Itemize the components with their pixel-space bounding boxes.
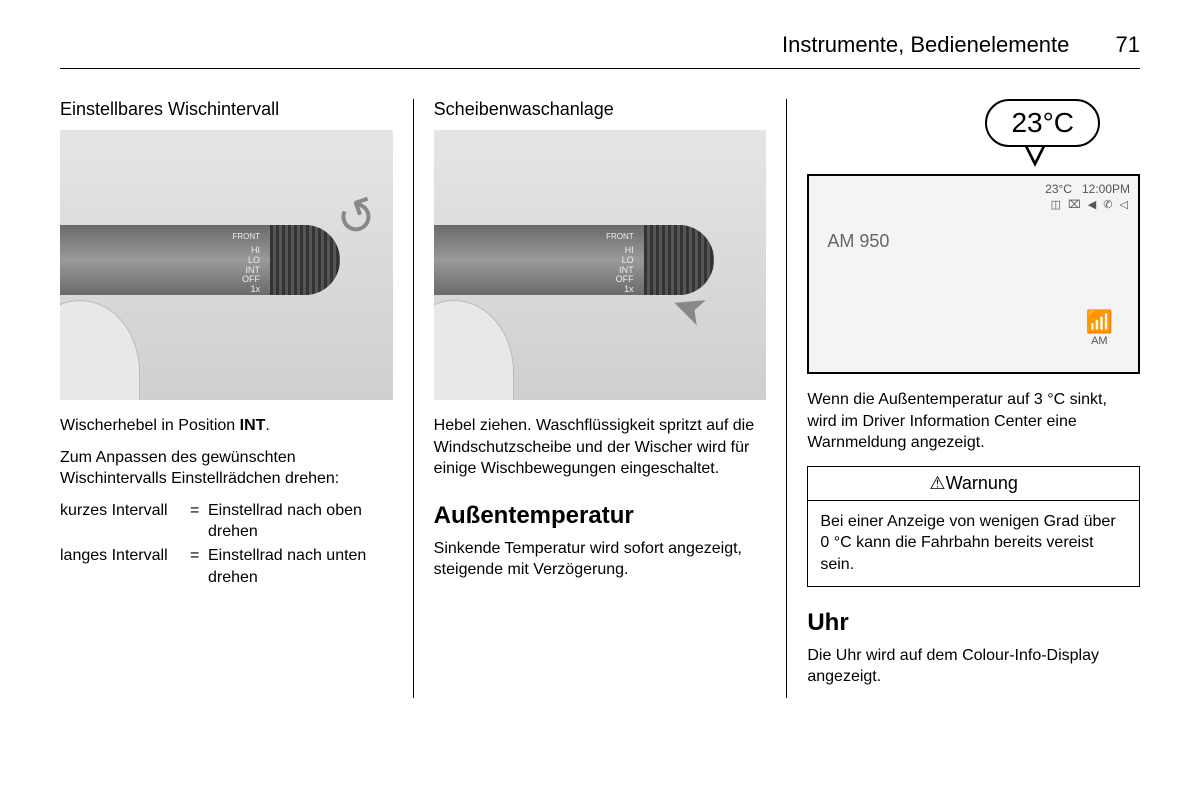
col2-p2: Sinkende Temperatur wird sofort angezeig… (434, 538, 767, 581)
col1-p1: Wischerhebel in Position INT. (60, 415, 393, 437)
stalk-labels: FRONT HI LO INT OFF 1x (232, 233, 260, 295)
figure-wiper-interval: FRONT HI LO INT OFF 1x ↻ (60, 130, 393, 400)
rotate-arrow-icon: ↻ (329, 185, 386, 251)
col3-p1: Wenn die Außentemperatur auf 3 °C sinkt,… (807, 389, 1140, 454)
page-header: Instrumente, Bedienelemente 71 (60, 32, 1140, 69)
screen-antenna: 📶 AM (1086, 309, 1113, 347)
col2-h2: Außentemperatur (434, 502, 767, 530)
column-2: Scheibenwaschanlage FRONT HI LO INT OFF … (414, 99, 788, 698)
stalk-labels-2: FRONT HI LO INT OFF 1x (606, 233, 634, 295)
column-1: Einstellbares Wischintervall FRONT HI LO… (60, 99, 414, 698)
warning-body: Bei einer Anzeige von wenigen Grad über … (808, 501, 1139, 586)
col3-p2: Die Uhr wird auf dem Colour-Info-Display… (807, 645, 1140, 688)
figure-display: 23°C 23°C 12:00PM ◫ ⌧ ◀ ✆ ◁ AM 950 📶 AM (807, 99, 1140, 374)
warning-icon: ⚠ (929, 473, 945, 493)
content-columns: Einstellbares Wischintervall FRONT HI LO… (60, 99, 1140, 698)
temperature-callout: 23°C (985, 99, 1100, 147)
interval-definition-list: kurzes Intervall = Einstellrad nach oben… (60, 500, 393, 588)
page-number: 71 (1116, 32, 1140, 58)
col1-subhead: Einstellbares Wischintervall (60, 99, 393, 120)
column-3: 23°C 23°C 12:00PM ◫ ⌧ ◀ ✆ ◁ AM 950 📶 AM … (787, 99, 1140, 698)
screen-icons: ◫ ⌧ ◀ ✆ ◁ (1051, 198, 1130, 211)
antenna-icon: 📶 (1086, 309, 1113, 335)
info-display-screen: 23°C 12:00PM ◫ ⌧ ◀ ✆ ◁ AM 950 📶 AM (807, 174, 1140, 374)
warning-box: ⚠Warnung Bei einer Anzeige von wenigen G… (807, 466, 1140, 587)
screen-station: AM 950 (827, 231, 889, 252)
header-title: Instrumente, Bedienelemente (782, 32, 1069, 57)
screen-topline: 23°C 12:00PM (1045, 182, 1130, 196)
col2-subhead: Scheibenwaschanlage (434, 99, 767, 120)
warning-title: ⚠Warnung (808, 467, 1139, 501)
col2-p1: Hebel ziehen. Waschflüssigkeit spritzt a… (434, 415, 767, 480)
col1-p2: Zum Anpassen des gewünschten Wischinterv… (60, 447, 393, 490)
figure-washer: FRONT HI LO INT OFF 1x ➤ (434, 130, 767, 400)
col3-h2: Uhr (807, 609, 1140, 637)
